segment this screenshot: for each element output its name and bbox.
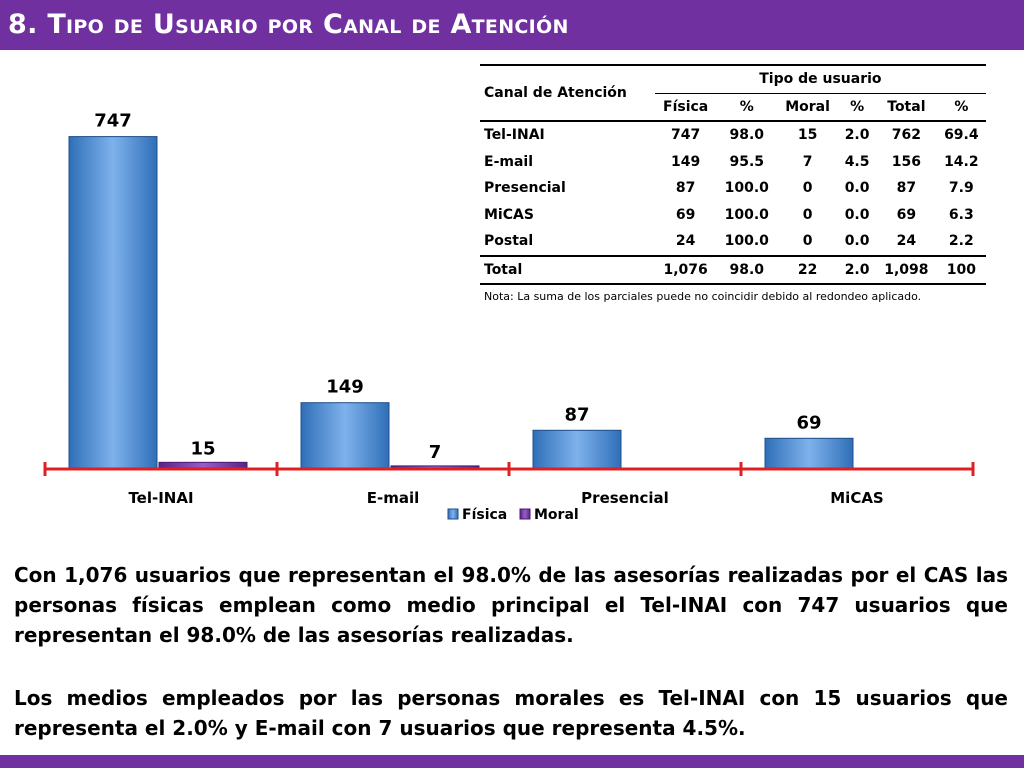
table-subheader: % bbox=[838, 93, 877, 122]
table-cell: 0 bbox=[802, 233, 813, 250]
paragraph-moral: Los medios empleados por las personas mo… bbox=[14, 686, 1008, 740]
legend-label: Física bbox=[462, 507, 507, 523]
paragraph-fisica: Con 1,076 usuarios que representan el 98… bbox=[14, 563, 1008, 647]
legend-swatch-física bbox=[447, 508, 459, 520]
table-cell: 4.5 bbox=[844, 153, 870, 170]
table-cell: 95.5 bbox=[729, 153, 765, 170]
table-row: Postal 24 100.0 0 0.0 24 2.2 bbox=[480, 228, 986, 256]
table-total-label: Total bbox=[480, 254, 655, 285]
table-subheader: % bbox=[936, 93, 986, 122]
data-label: 15 bbox=[190, 438, 215, 459]
table-subheader: % bbox=[716, 93, 778, 122]
table-cell: 24 bbox=[675, 233, 696, 250]
table-cell: 14.2 bbox=[944, 153, 979, 170]
table-subheader: Total bbox=[876, 93, 937, 122]
table-header-group: Tipo de usuario bbox=[654, 64, 986, 94]
table-row-label: Tel-INAI bbox=[484, 127, 545, 144]
data-label: 7 bbox=[429, 442, 442, 463]
bar-física-micas bbox=[764, 437, 854, 470]
table-note: Nota: La suma de los parciales puede no … bbox=[484, 290, 922, 303]
bar-física-presencial bbox=[532, 429, 622, 470]
legend-swatch-moral bbox=[519, 508, 531, 520]
table-total-row: Total 1,076 98.0 22 2.0 1,098 100 bbox=[480, 254, 986, 285]
table-cell: 0.0 bbox=[844, 233, 870, 250]
x-tick-label: Tel-INAI bbox=[128, 489, 193, 507]
table-subheader: Física bbox=[654, 93, 717, 122]
bar-física-e-mail bbox=[300, 402, 390, 470]
table-cell: 98.0 bbox=[729, 127, 765, 144]
table-cell: 7 bbox=[802, 153, 813, 170]
table-cell: 87 bbox=[675, 180, 696, 197]
table-header-channel: Canal de Atención bbox=[480, 64, 655, 122]
table-cell: 15 bbox=[797, 127, 818, 144]
table-cell: 156 bbox=[891, 153, 921, 170]
table-row: E-mail 149 95.5 7 4.5 156 14.2 bbox=[480, 149, 986, 176]
table-cell: 747 bbox=[671, 127, 701, 144]
table-total-cell: 100 bbox=[936, 254, 986, 285]
title-bar: 8. Tipo de Usuario por Canal de Atención bbox=[0, 0, 1024, 50]
x-tick-label: MiCAS bbox=[830, 489, 884, 507]
table-total-cell: 98.0 bbox=[716, 254, 778, 285]
table-cell: 762 bbox=[891, 127, 921, 144]
table-row-label: MiCAS bbox=[484, 206, 534, 223]
table-row: Presencial 87 100.0 0 0.0 87 7.9 bbox=[480, 175, 986, 202]
data-label: 69 bbox=[796, 412, 821, 433]
table-cell: 2.2 bbox=[948, 233, 974, 250]
table-cell: 69 bbox=[675, 206, 696, 223]
data-label: 87 bbox=[564, 404, 589, 425]
table-cell: 100.0 bbox=[724, 180, 769, 197]
table-total-cell: 22 bbox=[777, 254, 839, 285]
table-row-label: Presencial bbox=[484, 180, 566, 197]
table-cell: 0 bbox=[802, 206, 813, 223]
data-table: Canal de Atención Tipo de usuario Física… bbox=[480, 64, 986, 285]
table-total-cell: 2.0 bbox=[838, 254, 877, 285]
table-cell: 0 bbox=[802, 180, 813, 197]
table-cell: 2.0 bbox=[844, 127, 870, 144]
data-label: 747 bbox=[94, 111, 132, 132]
bar-física-tel-inai bbox=[68, 136, 158, 470]
table-cell: 0.0 bbox=[844, 180, 870, 197]
table-cell: 87 bbox=[896, 180, 917, 197]
table-row-label: E-mail bbox=[484, 153, 534, 170]
table-total-cell: 1,098 bbox=[876, 254, 937, 285]
legend-label: Moral bbox=[534, 507, 579, 523]
table-cell: 100.0 bbox=[724, 233, 769, 250]
data-label: 149 bbox=[326, 377, 364, 398]
table-row: Tel-INAI 747 98.0 15 2.0 762 69.4 bbox=[480, 121, 986, 149]
table-cell: 6.3 bbox=[948, 206, 974, 223]
bar-chart: 747 15 Tel-INAI 149 7 E-mail 87 Presencial 69 MiC… bbox=[43, 111, 975, 523]
table-row: MiCAS 69 100.0 0 0.0 69 6.3 bbox=[480, 202, 986, 229]
table-cell: 0.0 bbox=[844, 206, 870, 223]
table-subheader: Moral bbox=[777, 93, 839, 122]
table-cell: 149 bbox=[671, 153, 701, 170]
table-cell: 7.9 bbox=[948, 180, 974, 197]
x-tick-label: E-mail bbox=[367, 489, 420, 507]
x-tick-label: Presencial bbox=[581, 489, 669, 507]
table-cell: 69.4 bbox=[944, 127, 979, 144]
table-cell: 24 bbox=[896, 233, 917, 250]
table-total-cell: 1,076 bbox=[654, 254, 717, 285]
table-row-label: Postal bbox=[484, 233, 534, 250]
page-title: 8. Tipo de Usuario por Canal de Atención bbox=[8, 9, 569, 40]
bottom-bar bbox=[0, 755, 1024, 768]
table-cell: 100.0 bbox=[724, 206, 769, 223]
table-cell: 69 bbox=[896, 206, 917, 223]
